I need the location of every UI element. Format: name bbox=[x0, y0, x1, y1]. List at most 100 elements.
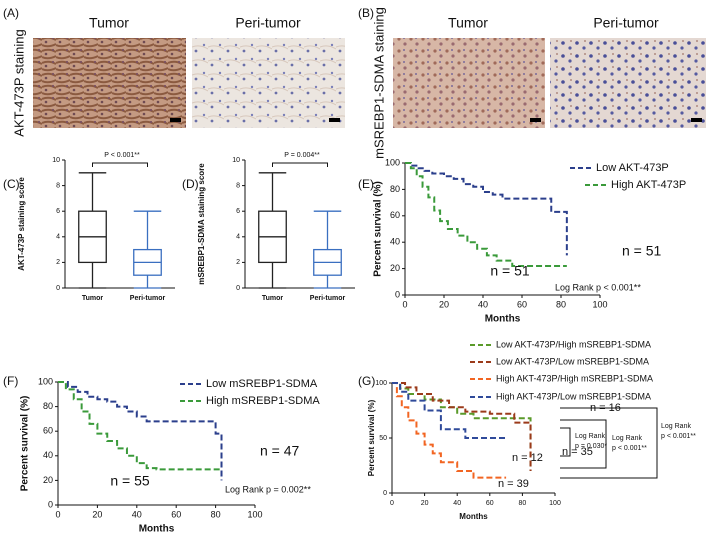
survival-curve bbox=[392, 382, 532, 471]
row-label: mSREBP1-SDMA staining bbox=[371, 7, 386, 159]
y-axis-label: Percent survival (%) bbox=[20, 396, 31, 492]
y-tick-label: 10 bbox=[52, 157, 60, 164]
annotation: n = 35 bbox=[562, 446, 593, 458]
x-tick-label: 80 bbox=[556, 299, 566, 309]
x-tick-label: Tumor bbox=[262, 295, 284, 302]
tumor-image bbox=[33, 38, 186, 128]
legend-label: Low AKT-473P/Low mSREBP1-SDMA bbox=[496, 356, 649, 366]
column-title: Peri-tumor bbox=[593, 15, 659, 31]
legend-label: Low mSREBP1-SDMA bbox=[206, 378, 318, 390]
annotation: Log Rank p = 0.002** bbox=[225, 484, 311, 494]
x-tick-label: 60 bbox=[486, 500, 494, 507]
y-axis-label: mSREBP1-SDMA staining score bbox=[197, 163, 206, 285]
y-tick-label: 20 bbox=[43, 475, 53, 485]
y-tick-label: 40 bbox=[43, 450, 53, 460]
y-tick-label: 50 bbox=[379, 435, 387, 442]
x-tick-label: 80 bbox=[211, 509, 221, 519]
peri-tumor-image bbox=[550, 38, 706, 128]
y-tick-label: 4 bbox=[56, 234, 60, 241]
y-tick-label: 8 bbox=[56, 182, 60, 189]
significance-bracket bbox=[92, 162, 148, 167]
annotation: Log Rank bbox=[575, 433, 605, 440]
legend-label: High AKT-473P/Low mSREBP1-SDMA bbox=[496, 391, 651, 401]
survival-curve bbox=[392, 382, 532, 471]
annotation: P = 0.004** bbox=[284, 152, 320, 159]
scale-bar bbox=[329, 118, 340, 122]
y-tick-label: 40 bbox=[390, 237, 400, 247]
x-axis-label: Months bbox=[485, 314, 521, 325]
x-tick-label: 0 bbox=[390, 500, 394, 507]
panel-label: (D) bbox=[182, 177, 199, 191]
x-tick-label: 20 bbox=[421, 500, 429, 507]
panel-label: (G) bbox=[358, 374, 375, 388]
x-tick-label: 60 bbox=[171, 509, 181, 519]
annotation: Log Rank bbox=[612, 435, 642, 442]
x-tick-label: 0 bbox=[402, 299, 407, 309]
scale-bar bbox=[170, 118, 181, 122]
y-axis-label: AKT-473P staining score bbox=[17, 177, 26, 271]
survival-curve bbox=[392, 382, 507, 439]
panel-label: (C) bbox=[3, 177, 20, 191]
legend-label: High AKT-473P bbox=[611, 179, 686, 191]
y-tick-label: 100 bbox=[38, 376, 53, 386]
legend-label: High mSREBP1-SDMA bbox=[206, 395, 320, 407]
annotation: Log Rank p < 0.001** bbox=[555, 282, 641, 292]
legend-label: Low AKT-473P bbox=[596, 162, 669, 174]
y-tick-label: 60 bbox=[43, 426, 53, 436]
annotation: n = 39 bbox=[498, 478, 529, 490]
survival-curve bbox=[58, 381, 222, 471]
legend-label: High AKT-473P/High mSREBP1-SDMA bbox=[496, 373, 653, 383]
annotation: n = 12 bbox=[512, 452, 543, 464]
panel-label: (B) bbox=[358, 6, 374, 20]
y-tick-label: 20 bbox=[390, 263, 400, 273]
x-tick-label: 60 bbox=[517, 299, 527, 309]
y-tick-label: 0 bbox=[236, 285, 240, 292]
log-rank-brackets bbox=[560, 407, 658, 479]
scale-bar bbox=[691, 118, 702, 122]
significance-bracket bbox=[272, 162, 328, 167]
annotation: n = 47 bbox=[260, 443, 300, 459]
column-title: Tumor bbox=[448, 15, 488, 31]
annotation: n = 51 bbox=[490, 263, 530, 279]
x-tick-label: 20 bbox=[439, 299, 449, 309]
x-tick-label: 100 bbox=[549, 500, 561, 507]
y-tick-label: 0 bbox=[383, 490, 387, 497]
column-title: Peri-tumor bbox=[235, 15, 301, 31]
legend-label: Low AKT-473P/High mSREBP1-SDMA bbox=[496, 339, 651, 349]
y-tick-label: 80 bbox=[43, 401, 53, 411]
x-tick-label: 40 bbox=[478, 299, 488, 309]
panel-label: (F) bbox=[3, 374, 18, 388]
y-tick-label: 0 bbox=[48, 499, 53, 509]
x-tick-label: Tumor bbox=[82, 295, 104, 302]
y-tick-label: 2 bbox=[56, 259, 60, 266]
survival-curve bbox=[405, 162, 568, 256]
y-tick-label: 8 bbox=[236, 182, 240, 189]
y-tick-label: 100 bbox=[385, 157, 400, 167]
x-tick-label: 0 bbox=[55, 509, 60, 519]
x-tick-label: Peri-tumor bbox=[130, 295, 166, 302]
annotation: P < 0.001** bbox=[104, 152, 140, 159]
row-label: AKT-473P staining bbox=[11, 29, 26, 136]
annotation: p < 0.001** bbox=[612, 445, 647, 452]
x-tick-label: 80 bbox=[519, 500, 527, 507]
y-axis-label: Percent survival (%) bbox=[367, 399, 376, 476]
x-axis-label: Months bbox=[139, 524, 175, 535]
annotation: n = 16 bbox=[590, 402, 621, 414]
annotation: n = 55 bbox=[110, 473, 150, 489]
y-tick-label: 0 bbox=[395, 289, 400, 299]
annotation: p = 0.030* bbox=[575, 443, 607, 450]
y-tick-label: 80 bbox=[390, 184, 400, 194]
x-tick-label: 20 bbox=[92, 509, 102, 519]
y-tick-label: 100 bbox=[375, 380, 387, 387]
y-tick-label: 2 bbox=[236, 259, 240, 266]
y-tick-label: 4 bbox=[236, 234, 240, 241]
x-tick-label: 40 bbox=[453, 500, 461, 507]
annotation: p < 0.001** bbox=[661, 433, 696, 440]
column-title: Tumor bbox=[89, 15, 129, 31]
x-tick-label: 40 bbox=[132, 509, 142, 519]
x-tick-label: Peri-tumor bbox=[310, 295, 346, 302]
y-axis-label: Percent survival (%) bbox=[373, 181, 384, 277]
annotation: n = 51 bbox=[622, 243, 662, 259]
y-tick-label: 6 bbox=[56, 208, 60, 215]
